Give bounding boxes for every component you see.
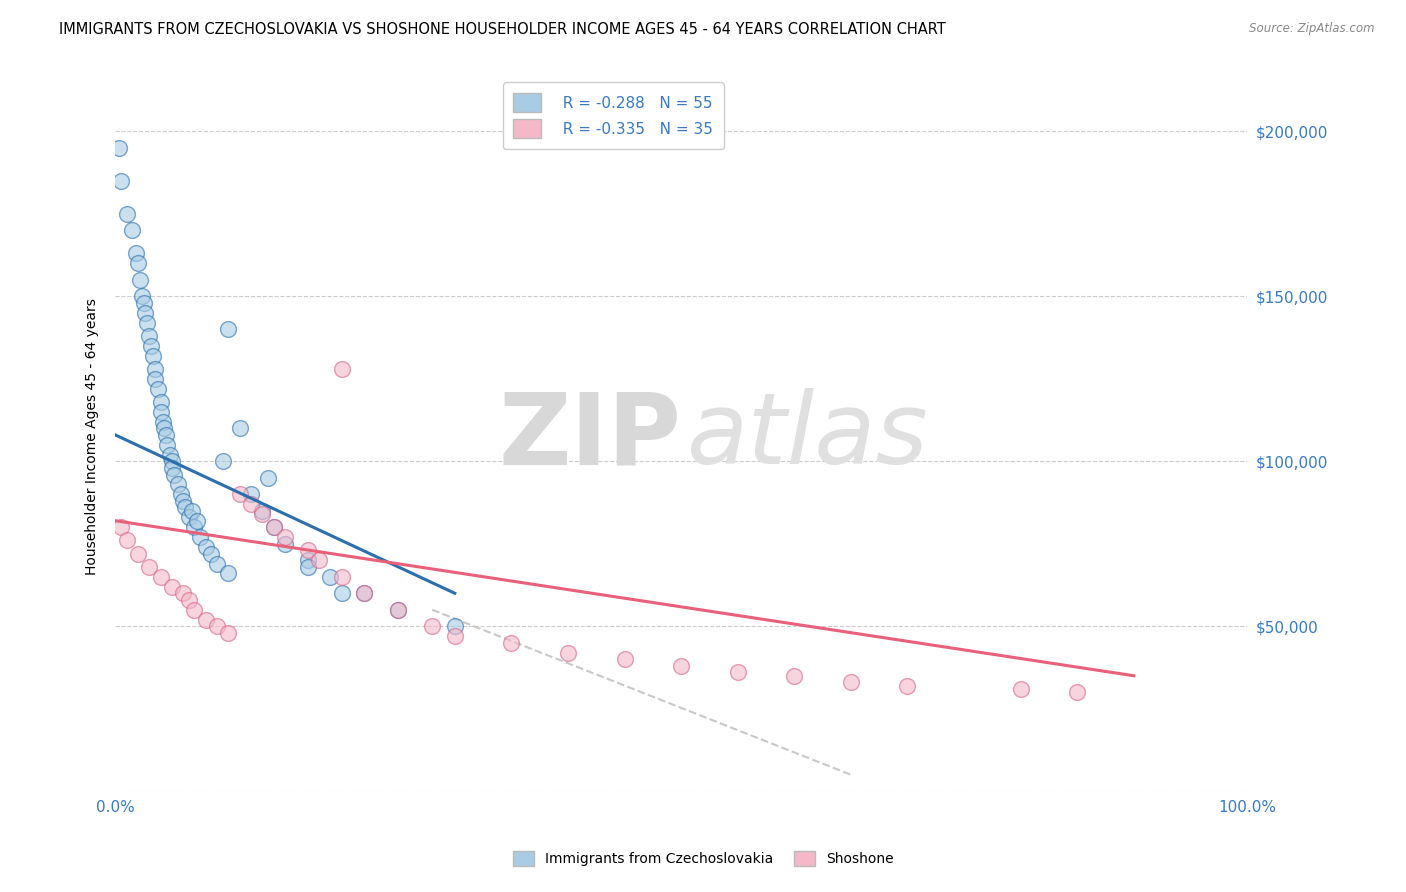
Point bbox=[172, 586, 194, 600]
Point bbox=[115, 533, 138, 548]
Point bbox=[297, 553, 319, 567]
Point bbox=[129, 273, 152, 287]
Point bbox=[330, 570, 353, 584]
Point bbox=[501, 636, 523, 650]
Point bbox=[172, 494, 194, 508]
Point bbox=[353, 586, 375, 600]
Point bbox=[443, 629, 465, 643]
Point bbox=[156, 438, 179, 452]
Text: ZIP: ZIP bbox=[498, 388, 681, 485]
Point bbox=[177, 593, 200, 607]
Point bbox=[110, 174, 132, 188]
Point bbox=[205, 619, 228, 633]
Point bbox=[443, 619, 465, 633]
Point bbox=[107, 141, 129, 155]
Point bbox=[127, 547, 149, 561]
Point bbox=[257, 471, 280, 485]
Point bbox=[387, 603, 409, 617]
Point bbox=[669, 658, 692, 673]
Point bbox=[330, 586, 353, 600]
Point bbox=[127, 256, 149, 270]
Point bbox=[297, 543, 319, 558]
Point bbox=[1010, 681, 1032, 696]
Point bbox=[183, 603, 205, 617]
Point bbox=[783, 669, 806, 683]
Point bbox=[148, 382, 170, 396]
Point bbox=[211, 454, 233, 468]
Point bbox=[217, 322, 239, 336]
Point bbox=[274, 537, 297, 551]
Point bbox=[110, 520, 132, 534]
Point bbox=[149, 395, 172, 409]
Point bbox=[229, 421, 252, 435]
Point bbox=[194, 540, 217, 554]
Point bbox=[240, 497, 263, 511]
Point bbox=[186, 514, 208, 528]
Point bbox=[330, 362, 353, 376]
Point bbox=[142, 349, 165, 363]
Point bbox=[181, 504, 204, 518]
Point bbox=[177, 510, 200, 524]
Point bbox=[166, 477, 188, 491]
Point bbox=[136, 316, 159, 330]
Point bbox=[160, 454, 183, 468]
Legend:   R = -0.288   N = 55,   R = -0.335   N = 35: R = -0.288 N = 55, R = -0.335 N = 35 bbox=[503, 82, 724, 149]
Point bbox=[121, 223, 143, 237]
Legend: Immigrants from Czechoslovakia, Shoshone: Immigrants from Czechoslovakia, Shoshone bbox=[508, 846, 898, 871]
Point bbox=[143, 372, 166, 386]
Point bbox=[387, 603, 409, 617]
Point bbox=[1066, 685, 1088, 699]
Point bbox=[557, 646, 579, 660]
Point bbox=[353, 586, 375, 600]
Point bbox=[217, 566, 239, 581]
Point bbox=[194, 613, 217, 627]
Point bbox=[131, 289, 153, 303]
Point bbox=[155, 428, 177, 442]
Point bbox=[297, 560, 319, 574]
Point bbox=[188, 530, 211, 544]
Point bbox=[138, 560, 160, 574]
Point bbox=[163, 467, 186, 482]
Point bbox=[138, 329, 160, 343]
Point bbox=[205, 557, 228, 571]
Point bbox=[160, 461, 183, 475]
Point bbox=[141, 339, 163, 353]
Point bbox=[115, 207, 138, 221]
Text: IMMIGRANTS FROM CZECHOSLOVAKIA VS SHOSHONE HOUSEHOLDER INCOME AGES 45 - 64 YEARS: IMMIGRANTS FROM CZECHOSLOVAKIA VS SHOSHO… bbox=[59, 22, 946, 37]
Point bbox=[134, 306, 156, 320]
Point bbox=[274, 530, 297, 544]
Point bbox=[263, 520, 285, 534]
Point bbox=[240, 487, 263, 501]
Point bbox=[252, 507, 274, 521]
Point bbox=[132, 296, 155, 310]
Point bbox=[839, 675, 862, 690]
Point bbox=[613, 652, 636, 666]
Point bbox=[143, 362, 166, 376]
Point bbox=[174, 500, 197, 515]
Point bbox=[420, 619, 443, 633]
Text: atlas: atlas bbox=[686, 388, 928, 485]
Point bbox=[896, 679, 918, 693]
Point bbox=[153, 421, 176, 435]
Point bbox=[217, 625, 239, 640]
Point bbox=[183, 520, 205, 534]
Point bbox=[170, 487, 193, 501]
Point bbox=[160, 580, 183, 594]
Point bbox=[200, 547, 222, 561]
Point bbox=[124, 246, 146, 260]
Point bbox=[252, 504, 274, 518]
Text: Source: ZipAtlas.com: Source: ZipAtlas.com bbox=[1250, 22, 1375, 36]
Point bbox=[727, 665, 749, 680]
Point bbox=[263, 520, 285, 534]
Y-axis label: Householder Income Ages 45 - 64 years: Householder Income Ages 45 - 64 years bbox=[86, 298, 100, 575]
Point bbox=[159, 448, 181, 462]
Point bbox=[149, 405, 172, 419]
Point bbox=[319, 570, 342, 584]
Point bbox=[149, 570, 172, 584]
Point bbox=[308, 553, 330, 567]
Point bbox=[152, 415, 174, 429]
Point bbox=[229, 487, 252, 501]
